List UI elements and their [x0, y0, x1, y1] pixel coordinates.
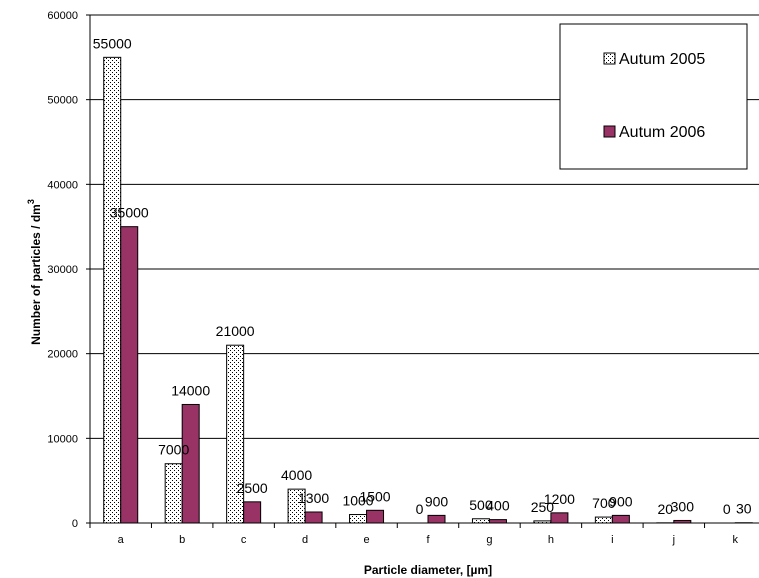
data-label-autum-2006-a: 35000: [110, 205, 149, 221]
data-label-autum-2006-g: 400: [486, 498, 510, 514]
legend-swatch-autum-2006: [603, 125, 616, 138]
x-tick-label-i: i: [611, 534, 613, 546]
y-tick-label: 20000: [47, 349, 78, 361]
bars: [103, 56, 753, 524]
y-tick-label: 30000: [47, 264, 78, 276]
data-label-autum-2005-f: 0: [416, 501, 424, 517]
data-label-autum-2005-i: 700: [592, 495, 616, 511]
legend: Autum 2005 Autum 2006: [559, 23, 748, 170]
bar-autum-2005-i: [594, 516, 613, 524]
data-label-autum-2006-b: 14000: [171, 382, 210, 398]
gridlines: [90, 14, 759, 439]
data-label-autum-2005-k: 0: [723, 501, 731, 517]
data-label-autum-2006-j: 300: [671, 498, 695, 514]
bar-autum-2005-g: [471, 518, 490, 524]
x-tick-labels: a b c d e f g h i j k: [118, 534, 739, 546]
bar-autum-2005-e: [349, 514, 368, 524]
data-label-autum-2005-g: 500: [469, 497, 493, 513]
legend-swatch-autum-2005: [603, 52, 616, 65]
x-tick-label-h: h: [548, 534, 554, 546]
y-tick-label: 60000: [47, 10, 78, 22]
data-label-autum-2005-e: 1000: [342, 493, 373, 509]
y-axis-title: Number of particles / dm3: [26, 199, 43, 345]
bar-autum-2006-g: [488, 519, 507, 524]
data-label-autum-2005-d: 4000: [281, 467, 312, 483]
y-tick-labels: 0 10000 20000 30000 40000 50000 60000: [47, 10, 78, 530]
data-label-autum-2005-a: 55000: [93, 35, 132, 51]
x-tick-label-k: k: [733, 534, 739, 546]
x-tick-label-f: f: [426, 534, 430, 546]
y-tick-label: 50000: [47, 95, 78, 107]
x-tick-label-d: d: [302, 534, 308, 546]
bar-autum-2005-c: [226, 344, 245, 524]
data-labels: 55000 7000 21000 4000 1000 0 500 250 700 20 0 35000…: [93, 35, 752, 517]
x-tick-label-b: b: [179, 534, 185, 546]
bar-autum-2006-f: [427, 514, 446, 524]
x-tick-label-e: e: [363, 534, 369, 546]
x-axis-title: Particle diameter, [µm]: [364, 563, 492, 577]
y-axis-title-text: Number of particles / dm: [29, 204, 43, 345]
bar-autum-2006-e: [366, 509, 385, 524]
data-label-autum-2005-j: 20: [658, 501, 674, 517]
data-label-autum-2005-c: 21000: [216, 323, 255, 339]
legend-label-autum-2005: Autum 2005: [619, 51, 705, 68]
x-tick-label-a: a: [118, 534, 125, 546]
bar-autum-2006-a: [120, 226, 139, 524]
data-label-autum-2006-i: 900: [609, 493, 633, 509]
bar-autum-2006-c: [243, 501, 262, 524]
data-label-autum-2006-e: 1500: [359, 488, 390, 504]
y-tick-label: 40000: [47, 179, 78, 191]
bar-autum-2005-a: [103, 56, 122, 524]
legend-box: [559, 23, 748, 170]
x-tick-label-g: g: [486, 534, 492, 546]
legend-label-autum-2006: Autum 2006: [619, 124, 705, 141]
x-tick-label-j: j: [672, 534, 675, 546]
bar-autum-2006-i: [611, 514, 630, 524]
data-label-autum-2006-h: 1200: [544, 491, 575, 507]
bar-autum-2006-d: [304, 511, 323, 524]
data-label-autum-2006-f: 900: [425, 493, 449, 509]
data-label-autum-2006-c: 2500: [237, 480, 268, 496]
bar-autum-2006-b: [181, 403, 200, 524]
y-tick-label: 10000: [47, 433, 78, 445]
data-label-autum-2005-h: 250: [531, 499, 555, 515]
data-label-autum-2005-b: 7000: [158, 442, 189, 458]
data-label-autum-2006-k: 30: [736, 501, 752, 517]
axes: [86, 14, 759, 528]
x-tick-label-c: c: [241, 534, 247, 546]
data-label-autum-2006-d: 1300: [298, 490, 329, 506]
y-axis-title-superscript: 3: [26, 199, 36, 204]
y-tick-label: 0: [72, 518, 78, 530]
bar-autum-2005-b: [164, 463, 183, 524]
